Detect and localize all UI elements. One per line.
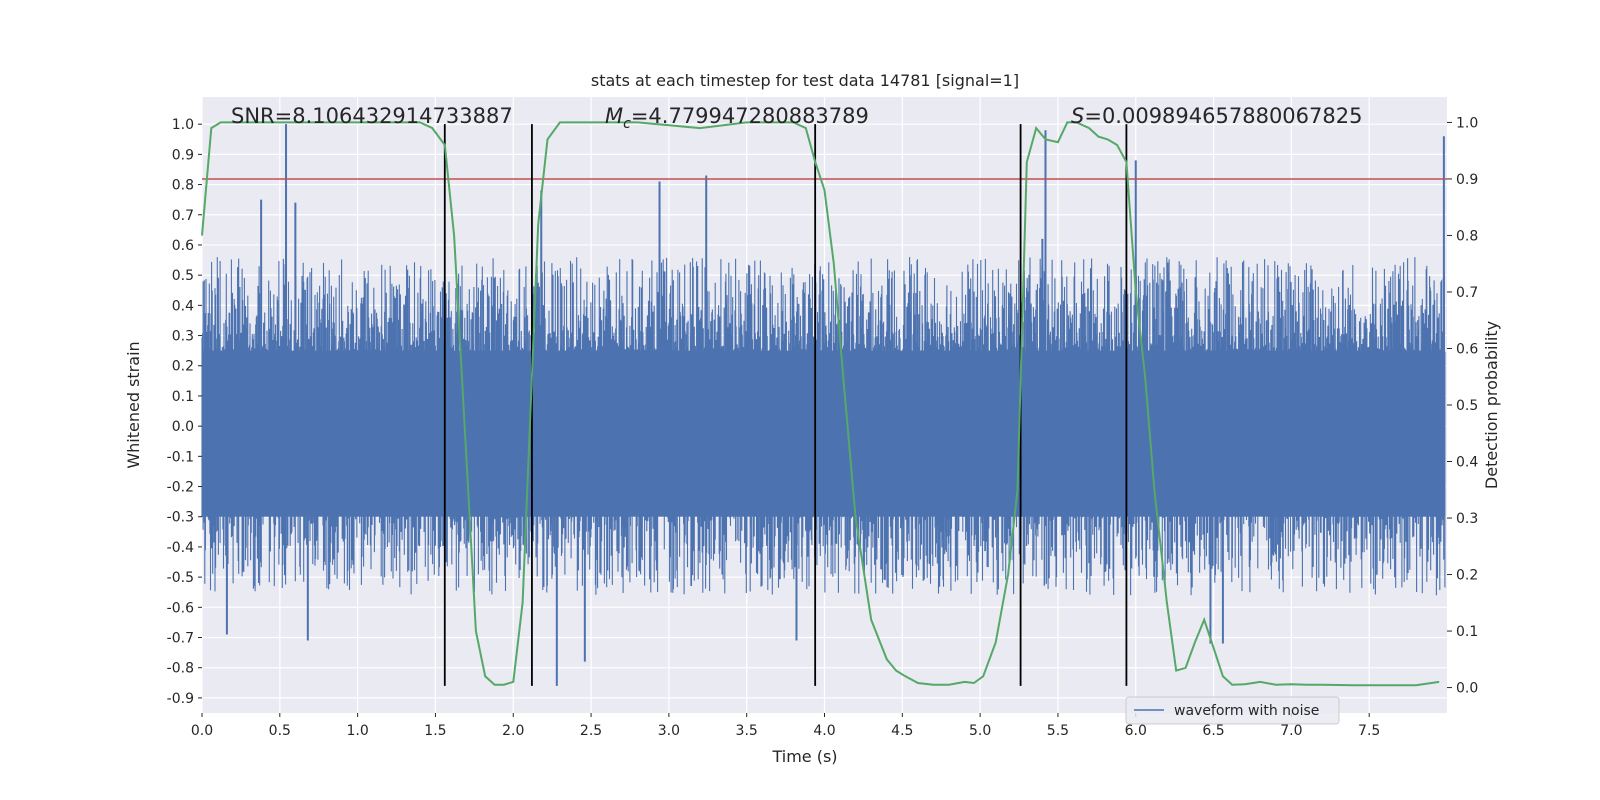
x-tick-label: 4.0 [813,723,835,739]
y-tick-label: 0.7 [172,208,194,224]
legend-label: waveform with noise [1174,703,1319,719]
s-value: =0.009894657880067825 [1084,104,1362,128]
y-tick-label: 0.5 [172,268,194,284]
y2-tick-label: 0.2 [1456,568,1478,584]
detection-probability-series [201,121,1440,687]
chart-title: stats at each timestep for test data 147… [591,71,1019,90]
waveform-core [202,350,1445,517]
x-axis-label: Time (s) [771,747,837,766]
chirp-mass-value: =4.779947280883789 [631,104,869,128]
x-tick-label: 1.5 [424,723,446,739]
y2-tick-label: 0.9 [1456,172,1478,188]
y2-tick-label: 0.1 [1456,624,1478,640]
y2-axis-label: Detection probability [1482,321,1501,489]
chirp-mass-annotation: Mc=4.779947280883789 [605,104,869,132]
y-tick-label: -0.4 [167,540,194,556]
y-tick-label: 0.1 [172,389,194,405]
s-symbol: S [1071,104,1084,128]
y2-tick-label: 0.8 [1456,228,1478,244]
y2-tick-label: 0.4 [1456,455,1478,471]
y-axis-ticks: 1.0 0.9 0.8 0.7 0.6 0.5 0.4 0.3 0.2 0.1 0.0 -0.1 -0.… [167,117,202,707]
x-tick-label: 7.5 [1358,723,1380,739]
x-tick-label: 7.0 [1280,723,1302,739]
x-tick-label: 1.0 [346,723,368,739]
y2-tick-label: 0.7 [1456,285,1478,301]
y-tick-label: 0.8 [172,178,194,194]
y2-tick-label: 0.5 [1456,398,1478,414]
y-tick-label: -0.1 [167,449,194,465]
x-axis-ticks: 0.0 0.5 1.0 1.5 2.0 2.5 3.0 3.5 4.0 4.5 5.0 5.5 6.0 6… [191,713,1380,739]
y-tick-label: 0.9 [172,147,194,163]
y-tick-label: -0.6 [167,600,194,616]
y-tick-label: -0.5 [167,570,194,586]
y2-tick-label: 0.6 [1456,341,1478,357]
s-annotation: S=0.009894657880067825 [1071,104,1362,128]
x-tick-label: 2.0 [502,723,524,739]
y-tick-label: 0.6 [172,238,194,254]
y-tick-label: -0.8 [167,661,194,677]
y-tick-label: 0.2 [172,359,194,375]
chirp-mass-subscript: c [623,116,631,132]
x-tick-label: 3.0 [658,723,680,739]
y-tick-label: 1.0 [172,117,194,133]
x-tick-label: 2.5 [580,723,602,739]
y-tick-label: -0.2 [167,480,194,496]
x-tick-label: 6.5 [1202,723,1224,739]
legend: waveform with noise [1125,696,1340,725]
x-tick-label: 3.5 [736,723,758,739]
y-tick-label: 0.3 [172,329,194,345]
y2-axis-ticks: 1.0 0.9 0.8 0.7 0.6 0.5 0.4 0.3 0.2 0.1 0.0 [1447,115,1478,697]
y2-tick-label: 1.0 [1456,115,1478,131]
y-tick-label: -0.9 [167,691,194,707]
y-tick-label: 0.4 [172,298,194,314]
legend-box [1125,696,1340,725]
y-tick-label: -0.3 [167,510,194,526]
x-tick-label: 0.5 [269,723,291,739]
y2-tick-label: 0.3 [1456,511,1478,527]
x-tick-label: 4.5 [891,723,913,739]
y-axis-label: Whitened strain [124,341,143,468]
x-tick-label: 0.0 [191,723,213,739]
x-tick-label: 6.0 [1125,723,1147,739]
y-tick-label: 0.0 [172,419,194,435]
y2-tick-label: 0.0 [1456,681,1478,697]
chirp-mass-symbol: M [605,104,623,128]
y-tick-label: -0.7 [167,631,194,647]
x-tick-label: 5.0 [969,723,991,739]
snr-annotation: SNR=8.106432914733887 [231,104,513,128]
x-tick-label: 5.5 [1047,723,1069,739]
boundary-lines [443,124,1128,686]
waveform-series [201,124,1446,686]
